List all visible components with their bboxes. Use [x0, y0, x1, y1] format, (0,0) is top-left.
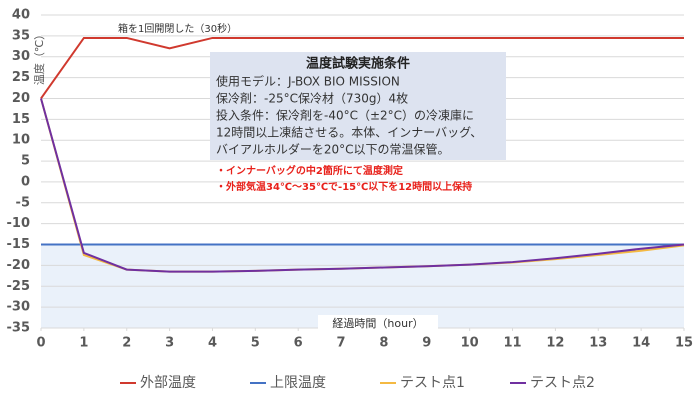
x-tick-label: 11 — [503, 336, 521, 351]
y-tick-label: -20 — [7, 258, 31, 273]
legend-label: テスト点2 — [530, 375, 595, 391]
annotation: 箱を1回開閉した（30秒） — [118, 22, 237, 35]
series-line — [40, 98, 685, 273]
x-label-bg — [318, 315, 438, 333]
y-tick-label: 40 — [12, 8, 30, 23]
box-title: 温度試験実施条件 — [306, 56, 410, 72]
x-tick-label: 1 — [79, 336, 88, 351]
y-axis-label: 温度（℃） — [32, 29, 46, 85]
x-tick-label: 6 — [294, 336, 303, 351]
x-tick-label: 13 — [589, 336, 607, 351]
y-tick-label: 30 — [12, 49, 30, 64]
x-axis-label: 経過時間（hour） — [332, 317, 423, 330]
y-tick-label: 35 — [12, 28, 30, 43]
y-tick-label: 25 — [12, 70, 30, 85]
box-line: 使用モデル：J-BOX BIO MISSION — [216, 74, 400, 89]
y-tick-label: 15 — [12, 112, 30, 127]
x-tick-label: 8 — [379, 336, 388, 351]
info-box — [210, 52, 506, 160]
x-tick-label: 4 — [208, 336, 217, 351]
y-tick-label: 20 — [12, 91, 30, 106]
series-line — [40, 36, 684, 100]
y-tick-label: 10 — [12, 133, 30, 148]
box-line: 投入条件：保冷剤を-40°C（±2°C）の冷凍庫に — [216, 108, 474, 123]
y-tick-label: -15 — [7, 237, 31, 252]
box-line: 12時間以上凍結させる。本体、インナーバッグ、 — [216, 126, 482, 140]
note: ・インナーバッグの中2箇所にて温度測定 — [216, 164, 403, 177]
y-tick-label: -5 — [16, 195, 30, 210]
box-line: 保冷剤：-25°C保冷材（730g）4枚 — [216, 91, 408, 106]
box-line: バイアルホルダーを20°C以下の常温保管。 — [216, 142, 450, 157]
note: ・外部気温34℃～35℃で-15℃以下を12時間以上保持 — [216, 180, 472, 193]
x-tick-label: 15 — [675, 336, 693, 351]
x-tick-label: 0 — [36, 336, 45, 351]
x-tick-label: 9 — [422, 336, 431, 351]
x-tick-label: 3 — [165, 336, 174, 351]
y-tick-label: 5 — [21, 154, 30, 169]
y-tick-label: 0 — [21, 174, 30, 189]
legend-label: テスト点1 — [400, 375, 465, 391]
x-tick-label: 5 — [251, 336, 260, 351]
legend-label: 外部温度 — [140, 375, 196, 391]
legend-label: 上限温度 — [270, 375, 326, 391]
x-tick-label: 10 — [461, 336, 479, 351]
y-tick-label: -25 — [7, 279, 31, 294]
y-tick-label: -10 — [7, 216, 31, 231]
y-tick-label: -30 — [7, 300, 31, 315]
x-tick-label: 7 — [337, 336, 346, 351]
x-tick-label: 14 — [632, 336, 650, 351]
y-tick-label: -35 — [7, 321, 31, 336]
x-tick-label: 12 — [546, 336, 564, 351]
x-tick-label: 2 — [122, 336, 131, 351]
